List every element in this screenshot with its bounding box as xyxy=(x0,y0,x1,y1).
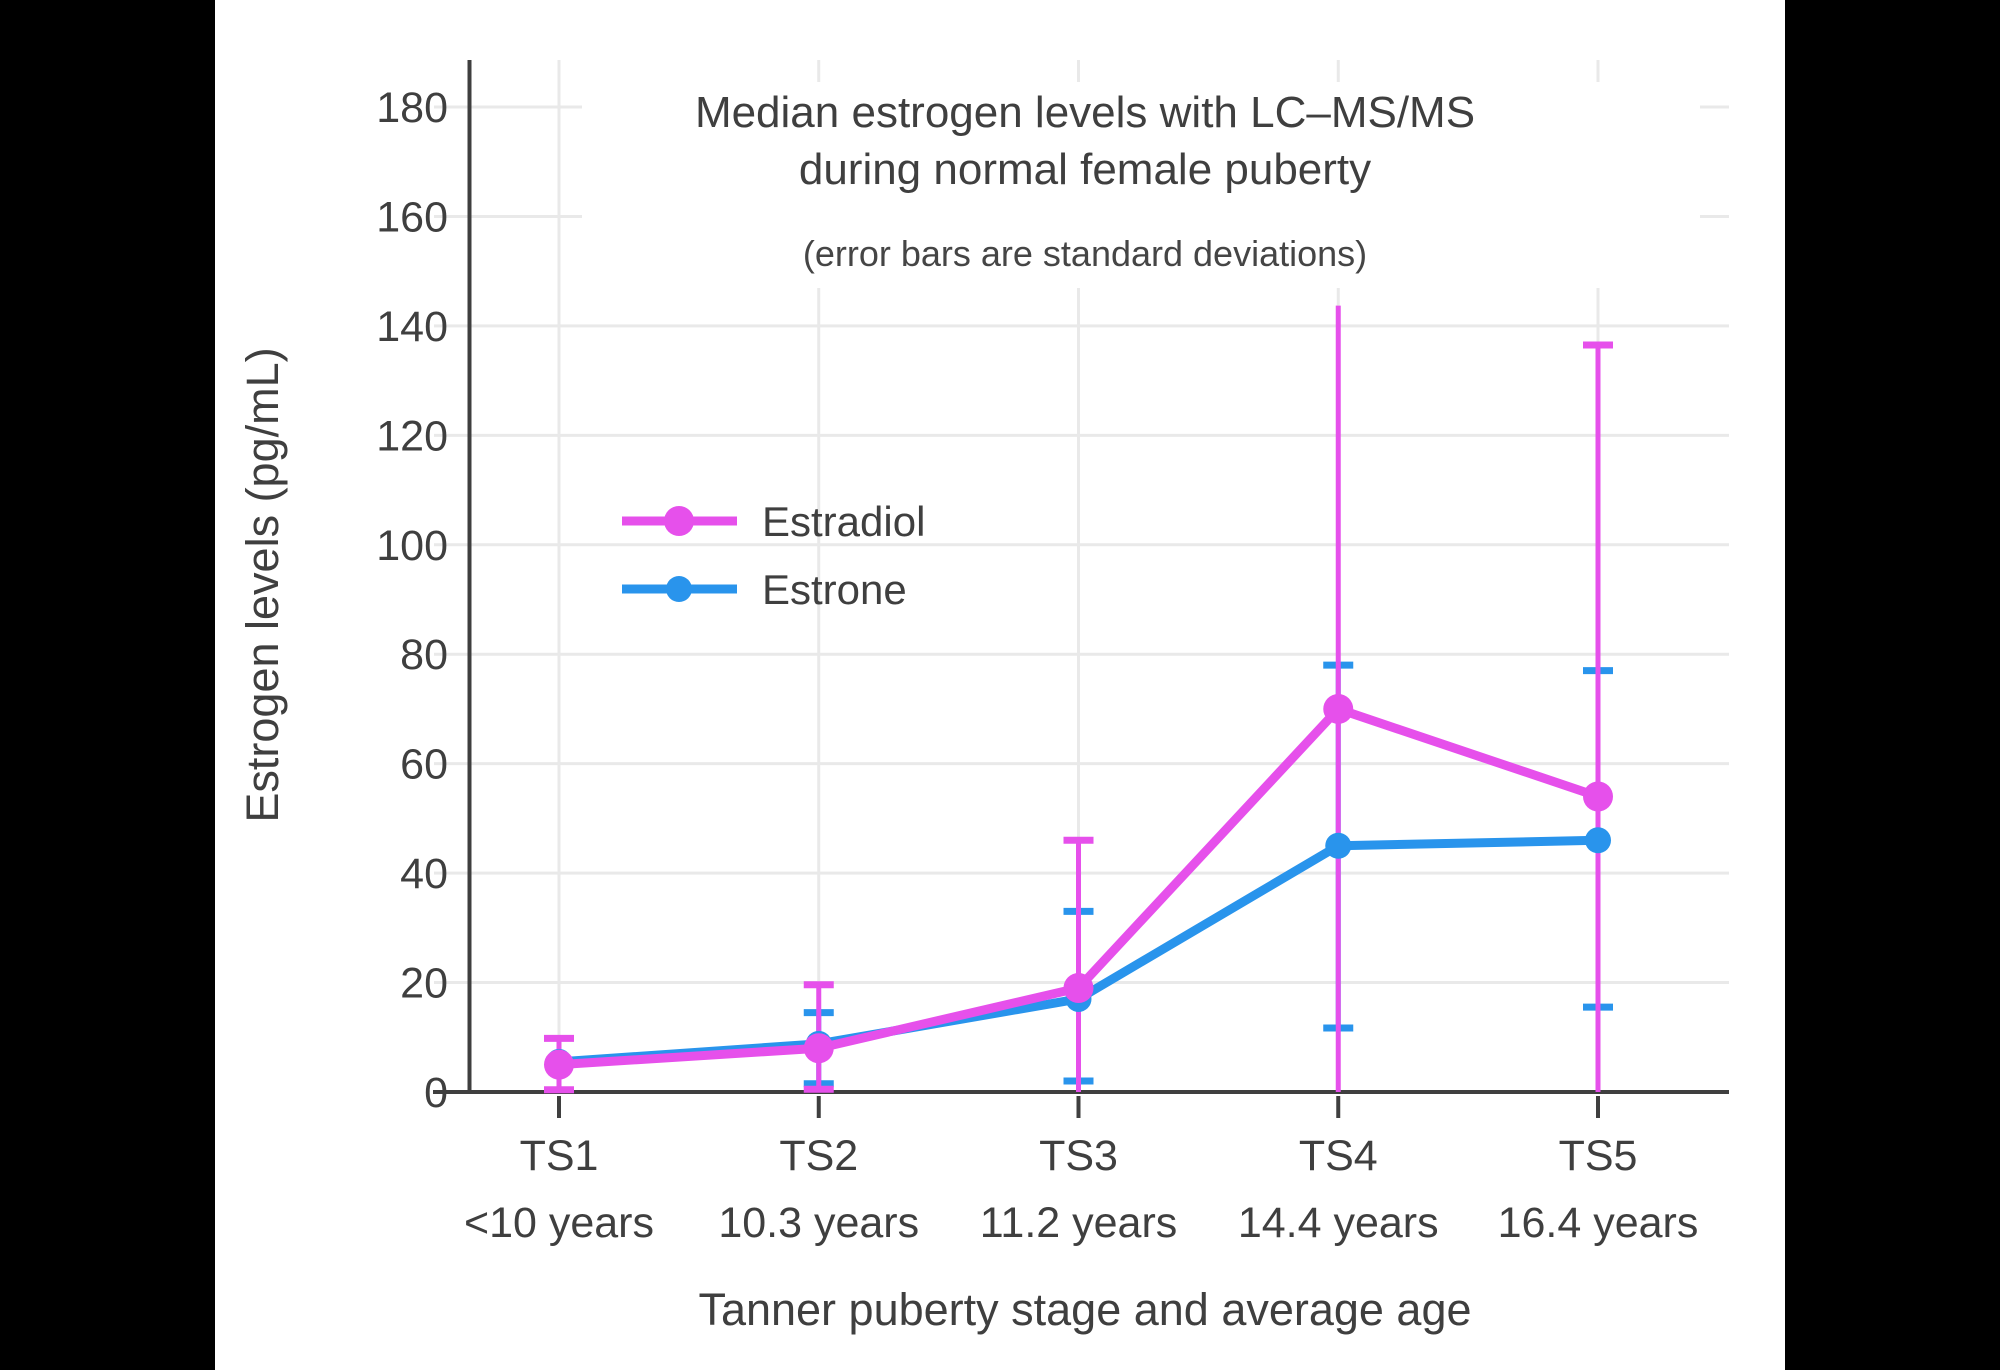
x-age-label-TS3: 11.2 years xyxy=(980,1199,1178,1247)
chart-canvas: 0 20 40 60 80 100 120 140 160 180 TS1 <10 years TS2 1… xyxy=(215,0,1785,1370)
data-point-estradiol-TS3 xyxy=(1063,973,1094,1004)
y-tick-label-180: 180 xyxy=(376,84,448,132)
y-tick-label-0: 0 xyxy=(424,1069,448,1117)
estrogen-line-chart: 0 20 40 60 80 100 120 140 160 180 TS1 <10 years TS2 1… xyxy=(237,60,1729,1335)
y-tick-label-20: 20 xyxy=(400,960,448,1008)
chart-subtitle: (error bars are standard deviations) xyxy=(803,233,1367,274)
legend-marker-estradiol xyxy=(664,506,694,536)
y-tick-label-120: 120 xyxy=(376,412,448,460)
y-tick-label-100: 100 xyxy=(376,522,448,570)
x-tick-label-TS3: TS3 xyxy=(1039,1132,1118,1180)
x-age-label-TS1: <10 years xyxy=(464,1199,654,1247)
legend-item-estrone[interactable]: Estrone xyxy=(622,566,907,613)
legend-marker-estrone xyxy=(666,576,692,602)
x-tick-label-TS1: TS1 xyxy=(520,1132,599,1180)
x-tick-label-TS5: TS5 xyxy=(1559,1132,1638,1180)
chart-title-line1: Median estrogen levels with LC–MS/MS xyxy=(695,88,1475,137)
legend: Estradiol Estrone xyxy=(622,498,925,613)
data-point-estradiol-TS1 xyxy=(544,1049,574,1080)
legend-item-estradiol[interactable]: Estradiol xyxy=(622,498,925,545)
legend-label-estradiol: Estradiol xyxy=(762,498,925,545)
x-axis-title: Tanner puberty stage and average age xyxy=(698,1284,1471,1335)
y-tick-label-160: 160 xyxy=(376,193,448,241)
y-axis-title: Estrogen levels (pg/mL) xyxy=(237,347,288,822)
legend-label-estrone: Estrone xyxy=(762,566,907,613)
x-age-label-TS4: 14.4 years xyxy=(1238,1199,1439,1247)
y-tick-label-80: 80 xyxy=(400,631,448,679)
x-tick-label-TS4: TS4 xyxy=(1299,1132,1378,1180)
x-age-label-TS2: 10.3 years xyxy=(718,1199,919,1247)
y-tick-label-60: 60 xyxy=(400,741,448,789)
x-tick-label-TS2: TS2 xyxy=(779,1132,858,1180)
y-tick-label-140: 140 xyxy=(376,303,448,351)
data-point-estradiol-TS4 xyxy=(1323,693,1354,724)
series-layer xyxy=(544,693,1613,1080)
tick-label-layer: 0 20 40 60 80 100 120 140 160 180 TS1 <10 years TS2 1… xyxy=(376,84,1698,1247)
data-point-estrone-TS4 xyxy=(1325,832,1352,859)
data-point-estrone-TS5 xyxy=(1585,827,1611,854)
y-tick-label-40: 40 xyxy=(400,850,448,898)
chart-title-line2: during normal female puberty xyxy=(799,145,1371,194)
title-background-box xyxy=(582,82,1700,288)
x-age-label-TS5: 16.4 years xyxy=(1498,1199,1699,1247)
data-point-estradiol-TS5 xyxy=(1583,781,1613,812)
data-point-estradiol-TS2 xyxy=(803,1033,834,1064)
